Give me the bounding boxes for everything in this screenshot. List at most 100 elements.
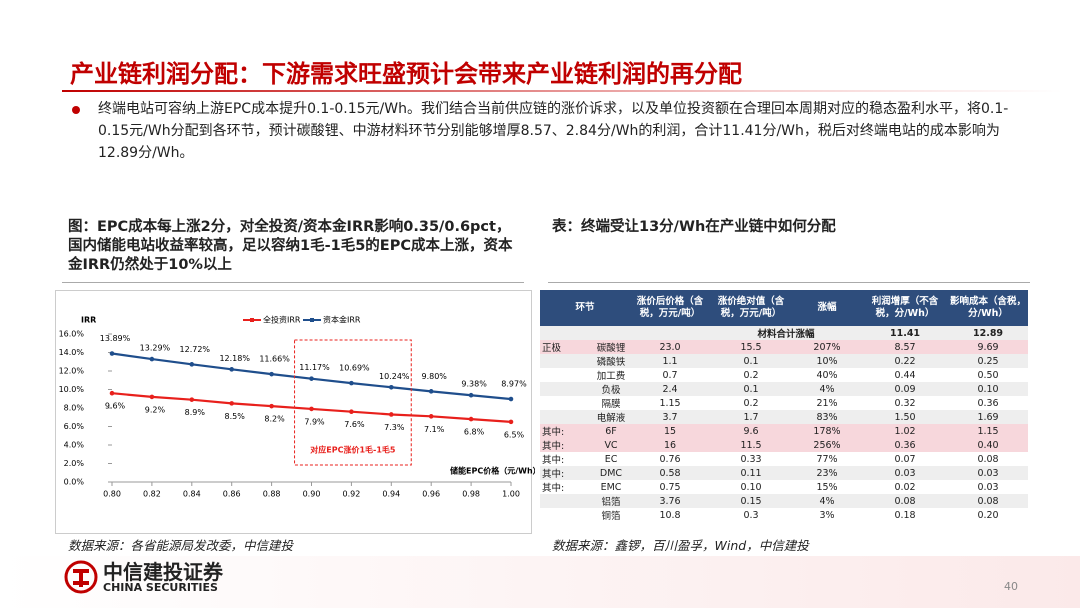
legend-label: 全投资IRR xyxy=(263,315,301,325)
table-source: 数据来源：鑫锣，百川盈孚，Wind，中信建投 xyxy=(552,538,809,553)
table-cell: 16 xyxy=(630,438,711,452)
data-label: 13.29% xyxy=(140,344,171,353)
y-tick-label: 6.0% xyxy=(64,422,85,431)
point xyxy=(468,416,474,422)
table-cell: 正极 xyxy=(540,340,592,354)
data-label: 8.9% xyxy=(185,408,206,417)
table-cell: 1.50 xyxy=(862,410,949,424)
table-cell: 0.2 xyxy=(743,397,759,409)
table-cell: 0.22 xyxy=(862,354,949,368)
point xyxy=(189,397,195,402)
point xyxy=(389,412,394,417)
table-row: 其中: EMC 0.75 0.10 15% 0.02 0.03 xyxy=(540,480,1028,495)
table-row: 材料合计涨幅 11.41 12.89 xyxy=(540,326,1029,340)
table-cell: 其中: xyxy=(542,455,565,466)
x-tick-label: 1.00 xyxy=(502,490,520,499)
table-row: 其中: 6F 15 9.6 178% 1.02 1.15 xyxy=(540,424,1029,438)
table-cell: 0.10 xyxy=(740,481,762,493)
table-cell: 铝箔 xyxy=(592,494,631,508)
table-cell: VC xyxy=(592,438,631,452)
table-cell: 0.03 xyxy=(862,466,949,480)
table-row: 铜箔 10.8 0.3 3% 0.18 0.20 xyxy=(540,508,1028,523)
x-tick-label: 0.94 xyxy=(382,490,400,499)
table-row: 其中: DMC 0.58 0.11 23% 0.03 0.03 xyxy=(540,466,1029,480)
table-cell: 10.8 xyxy=(659,509,681,521)
data-label: 9.38% xyxy=(461,380,487,389)
data-label: 7.1% xyxy=(424,425,445,434)
table-cell: 77% xyxy=(816,453,838,465)
table-cell: 0.18 xyxy=(894,509,916,521)
table-cell xyxy=(540,396,592,410)
point xyxy=(349,409,354,414)
table-cell: 3.7 xyxy=(630,410,711,424)
table-row: 隔膜 1.15 0.2 21% 0.32 0.36 xyxy=(540,396,1028,411)
data-label: 7.3% xyxy=(384,423,405,432)
column-header: 涨幅 xyxy=(792,290,863,326)
table-cell xyxy=(540,368,592,382)
title: 产业链利润分配：下游需求旺盛预计会带来产业链利润的再分配 xyxy=(70,60,742,88)
logo-text-en: CHINA SECURITIES xyxy=(103,581,218,594)
table-row: 正极 碳酸锂 23.0 15.5 207% 8.57 9.69 xyxy=(540,340,1029,354)
table-cell: 8.57 xyxy=(862,340,949,354)
point xyxy=(269,403,274,409)
table-cell: 0.15 xyxy=(710,494,793,508)
table-cell: 0.32 xyxy=(894,397,916,409)
table-cell: 负极 xyxy=(592,382,631,396)
data-label: 11.66% xyxy=(259,355,290,364)
legend-marker xyxy=(250,318,254,322)
table-cell: 15% xyxy=(816,481,838,493)
y-tick-label: 16.0% xyxy=(59,330,85,339)
point xyxy=(189,362,195,367)
table-cell: 0.7 xyxy=(662,369,678,381)
table-cell xyxy=(540,326,711,340)
table-cell: 0.08 xyxy=(948,494,1029,508)
table-cell: 0.75 xyxy=(659,481,681,493)
table-cell: 材料合计涨幅 xyxy=(710,326,863,340)
table-cell: 0.50 xyxy=(977,369,999,381)
page-number: 40 xyxy=(1004,580,1018,593)
table-cell: 23% xyxy=(792,466,863,480)
table-cell: 0.10 xyxy=(948,382,1029,396)
table-cell: 其中: xyxy=(540,466,592,480)
chart: 0.0% 2.0% 4.0% 6.0% 8.0% 10.0% 12.0% 14.0% 16.0%… xyxy=(55,290,535,534)
table-cell xyxy=(540,508,592,522)
figure-caption: 图：EPC成本每上涨2分，对全投资/资本金IRR影响0.35/0.6pct，国内… xyxy=(68,219,513,273)
table-row: 电解液 3.7 1.7 83% 1.50 1.69 xyxy=(540,410,1029,424)
table-cell: 加工费 xyxy=(596,371,626,382)
separator xyxy=(62,282,524,283)
x-tick-label: 0.96 xyxy=(422,490,440,499)
y-tick-label: 4.0% xyxy=(64,441,85,450)
table-cell: 1.1 xyxy=(630,354,711,368)
table-cell: EMC xyxy=(600,481,622,493)
table-cell: 0.08 xyxy=(977,453,999,465)
data-label: 13.89% xyxy=(100,334,131,343)
table-cell: 0.11 xyxy=(710,466,793,480)
table-cell: 256% xyxy=(792,438,863,452)
table-cell: 0.25 xyxy=(948,354,1029,368)
bullet-text: 终端电站可容纳上游EPC成本提升0.1-0.15元/Wh。我们结合当前供应链的涨… xyxy=(98,101,1009,161)
y-tick-label: 14.0% xyxy=(59,348,85,357)
column-header: 涨价绝对值（含税，万元/吨） xyxy=(710,290,793,326)
table-cell: 4% xyxy=(792,382,863,396)
data-label: 9.2% xyxy=(145,405,166,414)
table-row: 其中: EC 0.76 0.33 77% 0.07 0.08 xyxy=(540,452,1028,467)
table-cell: 电解液 xyxy=(592,410,631,424)
table-cell: 11.41 xyxy=(862,326,949,340)
column-header: 环节 xyxy=(540,290,631,326)
table-cell: 4% xyxy=(792,494,863,508)
table-caption: 表：终端受让13分/Wh在产业链中如何分配 xyxy=(552,219,836,235)
point xyxy=(428,414,434,419)
table-cell: 1.02 xyxy=(862,424,949,438)
y-tick-label: 10.0% xyxy=(59,385,85,394)
point xyxy=(349,380,354,386)
table-cell xyxy=(540,354,592,368)
point xyxy=(508,396,514,402)
point xyxy=(468,392,474,398)
point xyxy=(229,401,234,406)
table-cell: 0.08 xyxy=(862,494,949,508)
data-label: 7.9% xyxy=(304,417,325,426)
table-cell: 其中: xyxy=(540,438,592,452)
x-tick-label: 0.90 xyxy=(303,490,321,499)
table-cell: 11.5 xyxy=(710,438,793,452)
